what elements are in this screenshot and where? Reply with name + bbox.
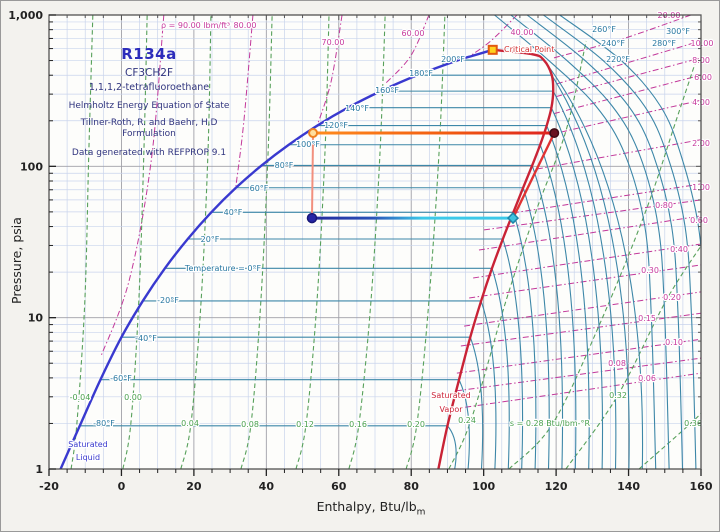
formulation-reference: Tillner-Roth, R. and Baehr, H.D (80, 118, 218, 128)
svg-text:s = 0.28 Btu/lbm-°R: s = 0.28 Btu/lbm-°R (510, 419, 591, 428)
svg-text:40.00: 40.00 (511, 28, 534, 37)
axes (48, 14, 702, 476)
svg-text:60: 60 (331, 480, 347, 493)
x-axis-title: Enthalpy, Btu/lbm (316, 499, 426, 518)
svg-text:10: 10 (28, 312, 44, 325)
svg-text:180°F: 180°F (409, 69, 433, 78)
svg-text:0.30: 0.30 (641, 266, 659, 275)
svg-text:80°F: 80°F (275, 161, 294, 170)
svg-text:240°F: 240°F (601, 39, 625, 48)
svg-text:140: 140 (617, 480, 640, 493)
svg-text:260°F: 260°F (592, 25, 616, 34)
equation-of-state: Helmholtz Energy Equation of State (68, 101, 230, 111)
svg-text:120: 120 (545, 480, 568, 493)
fluid-chemical-name: 1,1,1,2-tetrafluoroethane (88, 82, 210, 93)
svg-text:140°F: 140°F (345, 104, 369, 113)
svg-text:1,000: 1,000 (8, 9, 43, 22)
svg-text:0.15: 0.15 (638, 314, 656, 323)
tick-labels: -20 0 20 40 60 80 100 120 140 160 1 10 100 1,000 (8, 9, 713, 493)
svg-text:Saturated: Saturated (431, 391, 471, 400)
svg-text:0: 0 (118, 480, 126, 493)
svg-text:-40°F: -40°F (135, 334, 157, 343)
fluid-name: R134a (121, 45, 177, 63)
svg-text:160°F: 160°F (375, 86, 399, 95)
saturated-liquid-curve (59, 48, 494, 469)
svg-text:0.16: 0.16 (349, 420, 367, 429)
svg-text:0.00: 0.00 (124, 393, 142, 402)
compression-line (511, 132, 556, 219)
refrigeration-cycle (310, 131, 556, 220)
svg-text:0.20: 0.20 (663, 293, 681, 302)
svg-text:0.08: 0.08 (608, 359, 626, 368)
svg-text:220°F: 220°F (606, 55, 630, 64)
data-source: Data generated with REFPROP 9.1 (71, 148, 227, 158)
grid (48, 14, 702, 470)
svg-text:-80°F: -80°F (93, 419, 115, 428)
svg-text:300°F: 300°F (666, 27, 690, 36)
svg-text:60.00: 60.00 (402, 29, 425, 38)
svg-text:6.00: 6.00 (694, 73, 712, 82)
svg-text:-0.04: -0.04 (70, 393, 91, 402)
svg-text:40°F: 40°F (224, 208, 243, 217)
svg-text:0.32: 0.32 (609, 391, 627, 400)
svg-text:0.10: 0.10 (665, 338, 683, 347)
curve-labels: 200°F 180°F 160°F 140°F 120°F 100°F 80°F 60°F 40… (67, 10, 715, 463)
svg-text:0.24: 0.24 (458, 416, 476, 425)
svg-text:70.00: 70.00 (322, 38, 345, 47)
evaporator-outlet-marker (506, 212, 520, 225)
svg-text:200°F: 200°F (441, 55, 465, 64)
svg-text:20°F: 20°F (201, 235, 220, 244)
svg-text:Temperature = 0°F: Temperature = 0°F (184, 264, 262, 273)
svg-text:120°F: 120°F (324, 121, 348, 130)
svg-text:280°F: 280°F (652, 39, 676, 48)
y-axis-title: Pressure, psia (9, 217, 24, 304)
evaporator-inlet-marker (306, 212, 318, 224)
critical-point-marker (487, 44, 498, 55)
isotherms (79, 15, 701, 469)
title-block: R134a CF3CH2F 1,1,1,2-tetrafluoroethane … (61, 45, 237, 158)
svg-text:1: 1 (35, 463, 43, 476)
svg-text:0.60: 0.60 (690, 216, 708, 225)
svg-text:100°F: 100°F (296, 140, 320, 149)
svg-text:Saturated: Saturated (68, 440, 108, 449)
svg-text:0.20: 0.20 (407, 420, 425, 429)
svg-text:-60°F: -60°F (110, 374, 132, 383)
svg-text:0.36: 0.36 (684, 419, 702, 428)
svg-text:Vapor: Vapor (439, 405, 463, 414)
compressor-outlet-marker (549, 128, 560, 138)
fluid-formula: CF3CH2F (125, 67, 173, 79)
svg-text:0.40: 0.40 (670, 245, 688, 254)
saturated-vapor-curve (437, 48, 555, 469)
svg-text:160: 160 (690, 480, 713, 493)
svg-text:40: 40 (259, 480, 275, 493)
svg-text:60°F: 60°F (250, 184, 269, 193)
state-markers (306, 44, 560, 225)
svg-text:100: 100 (472, 480, 495, 493)
svg-text:100: 100 (20, 160, 43, 173)
svg-text:0.12: 0.12 (296, 420, 314, 429)
expansion-line (310, 133, 315, 219)
svg-text:-20: -20 (39, 480, 59, 493)
formulation-label: Formulation (122, 129, 176, 139)
svg-text:0.06: 0.06 (638, 374, 656, 383)
svg-text:Critical Point: Critical Point (504, 45, 554, 54)
saturation-curves (59, 48, 555, 469)
svg-text:80.00: 80.00 (234, 21, 257, 30)
svg-text:80: 80 (404, 480, 420, 493)
svg-text:-20°F: -20°F (157, 296, 179, 305)
svg-text:ρ = 90.00 lbm/ft³: ρ = 90.00 lbm/ft³ (161, 21, 230, 30)
svg-text:20: 20 (186, 480, 202, 493)
svg-text:0.04: 0.04 (181, 419, 199, 428)
condenser-outlet-marker (308, 128, 319, 139)
svg-text:0.80: 0.80 (655, 201, 673, 210)
svg-text:0.08: 0.08 (241, 420, 259, 429)
svg-text:10.00: 10.00 (691, 39, 714, 48)
svg-text:Liquid: Liquid (76, 453, 100, 462)
